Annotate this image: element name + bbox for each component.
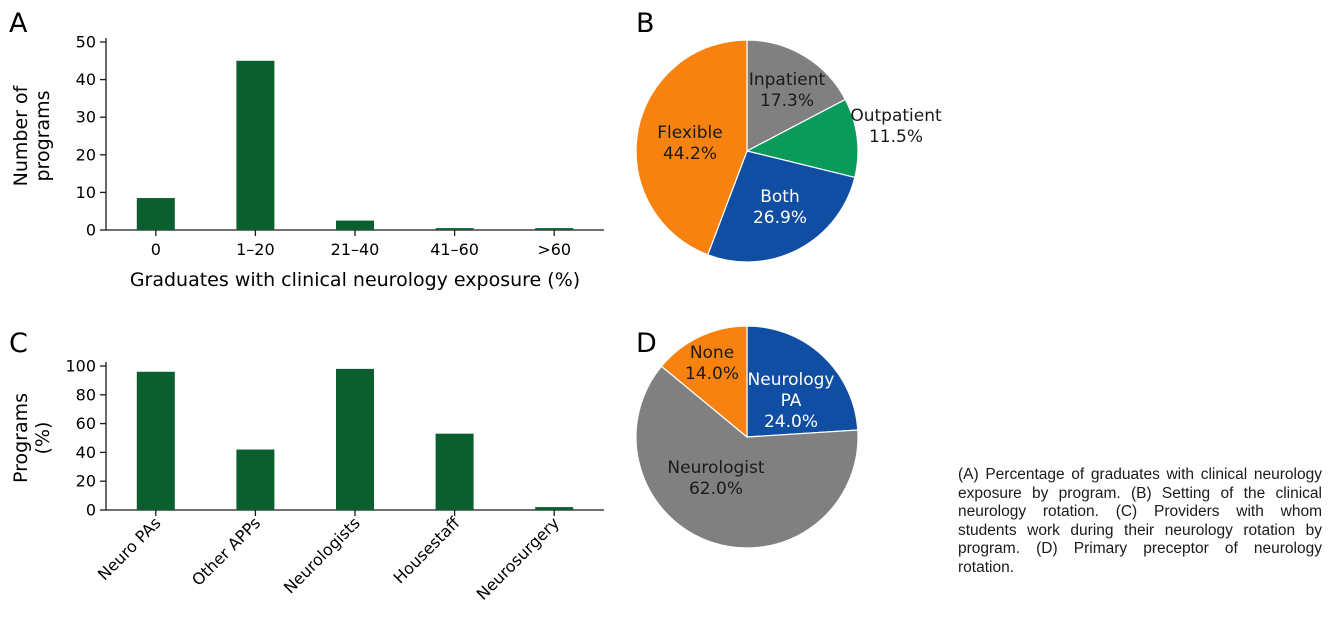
chart-b-rotation-setting: Inpatient 17.3% Outpatient 11.5% Both 26.9% Fl… [635,39,942,263]
x-tick-label: >60 [537,240,571,259]
panel-letter-d: D [636,328,657,359]
slice-label: Neurologist 62.0% [667,458,764,499]
y-tick-label: 80 [76,385,96,404]
y-tick-label: 50 [76,33,96,52]
x-tick-label: Housestaff [389,513,464,588]
chart-d-primary-preceptor: Neurology PA 24.0% Neurologist 62.0% None 14.0… [635,325,859,549]
x-tick-label: 0 [151,240,161,259]
pie-slice [635,39,748,256]
y-tick-label: 10 [76,183,96,202]
y-tick-label: 20 [76,472,96,491]
pie-slice [660,325,748,439]
y-tick-label: 60 [76,414,96,433]
y-tick-label: 100 [65,357,96,376]
bar [336,368,374,510]
bar [236,60,275,230]
x-tick-label: 1–20 [236,240,275,259]
bar [236,449,275,510]
slice-label: None 14.0% [685,343,739,384]
panel-letter-a: A [9,8,28,39]
bar [136,198,175,230]
bar [535,507,574,510]
panel-letter-b: B [636,8,655,39]
slice-label: Flexible 44.2% [657,123,722,164]
pie-slice [635,365,859,549]
slice-label: Inpatient 17.3% [749,70,826,111]
chart-c-providers: 0 20 40 60 80 100 Neuro PAs Other APPs Neurologi… [10,357,604,604]
pie-slice [706,150,856,263]
panel-letter-c: C [9,328,28,359]
pie-slice [746,39,847,152]
x-tick-label: Other APPs [188,513,264,589]
y-tick-label: 20 [76,145,96,164]
x-tick-label: Neurologists [280,513,364,597]
y-tick-label: 0 [86,501,96,520]
slice-label: Outpatient 11.5% [850,106,942,147]
slice-label: Neurology PA 24.0% [748,370,835,432]
figure-caption: (A) Percentage of graduates with clinica… [958,466,1322,576]
x-tick-label: 41–60 [430,240,479,259]
y-axis-label: Programs(%) [10,393,54,483]
y-tick-label: 40 [76,443,96,462]
x-tick-label: Neurosurgery [473,513,563,603]
x-axis-label: Graduates with clinical neurology exposu… [130,269,580,291]
bar [435,228,474,230]
y-tick-label: 0 [86,221,96,240]
y-axis-label: Number ofprograms [10,84,54,186]
pie-slice [746,325,859,438]
slice-label: Both 26.9% [753,187,807,228]
chart-a-graduates-exposure: 0 10 20 30 40 50 0 1–20 21–40 41–60 >60 Number ofpr… [10,33,604,291]
bar [136,371,175,510]
pie-slice [745,98,859,179]
bar [336,220,374,230]
x-tick-label: Neuro PAs [94,513,165,584]
y-tick-label: 40 [76,70,96,89]
y-tick-label: 30 [76,108,96,127]
bar [435,433,474,510]
bar [535,228,574,230]
x-tick-label: 21–40 [331,240,380,259]
